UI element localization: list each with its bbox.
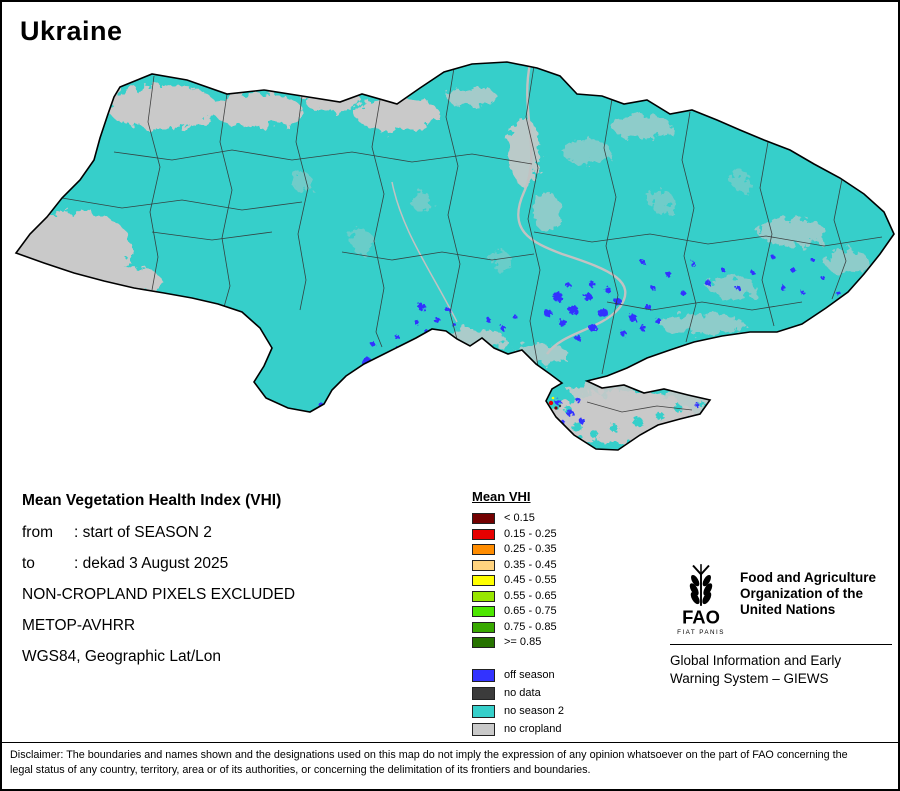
page-title: Ukraine <box>20 16 123 46</box>
legend-row: 0.75 - 0.85 <box>472 620 564 636</box>
disclaimer-strip: Disclaimer: The boundaries and names sho… <box>2 742 898 789</box>
legend-swatch <box>472 513 495 525</box>
legend-swatch <box>472 528 495 540</box>
legend-swatch <box>472 590 495 602</box>
legend-swatch <box>472 687 495 700</box>
legend-label: no cropland <box>504 723 562 735</box>
fao-logo-icon: FAO FIAT PANIS <box>677 564 725 636</box>
fao-acronym: FAO <box>682 606 720 627</box>
legend-label: 0.55 - 0.65 <box>504 589 557 602</box>
info-label: to <box>22 555 35 572</box>
fao-block: FAO FIAT PANIS Food and Agriculture Orga… <box>670 562 896 687</box>
legend-swatch <box>472 723 495 736</box>
legend-row: 0.55 - 0.65 <box>472 589 564 605</box>
legend-swatch <box>472 637 495 649</box>
legend-swatch <box>472 559 495 571</box>
legend-extras: off season no data no season 2 no cropland <box>472 667 564 739</box>
legend-row: 0.45 - 0.55 <box>472 573 564 589</box>
info-row: to : dekad 3 August 2025 <box>22 555 452 573</box>
legend-label: 0.45 - 0.55 <box>504 574 557 587</box>
legend-label: off season <box>504 669 555 681</box>
legend-row: no data <box>472 685 564 703</box>
fao-divider <box>670 644 892 645</box>
legend-label: 0.15 - 0.25 <box>504 527 557 540</box>
legend-label: 0.65 - 0.75 <box>504 605 557 618</box>
info-row: from : start of SEASON 2 <box>22 524 452 542</box>
legend-row: < 0.15 <box>472 511 564 527</box>
crimea-cyan-specks <box>564 401 705 448</box>
legend-title: Mean VHI <box>472 489 531 504</box>
no-season2-base-layer <box>16 62 894 450</box>
legend-row: 0.35 - 0.45 <box>472 558 564 574</box>
legend-row: no cropland <box>472 721 564 739</box>
legend-classes: < 0.15 0.15 - 0.25 0.25 - 0.35 0.35 - 0.45 0… <box>472 511 564 651</box>
country-outline <box>15 61 895 451</box>
info-line: WGS84, Geographic Lat/Lon <box>22 648 222 665</box>
fao-header: FAO FIAT PANIS Food and Agriculture Orga… <box>670 562 896 638</box>
legend-label: no season 2 <box>504 705 564 717</box>
legend-row: no season 2 <box>472 703 564 721</box>
legend-row: 0.15 - 0.25 <box>472 527 564 543</box>
info-line: NON-CROPLAND PIXELS EXCLUDED <box>22 586 296 603</box>
legend-swatch <box>472 544 495 556</box>
fao-motto: FIAT PANIS <box>677 629 725 636</box>
legend-label: no data <box>504 687 541 699</box>
legend-label: 0.35 - 0.45 <box>504 558 557 571</box>
info-label: from <box>22 524 53 541</box>
legend-swatch <box>472 575 495 587</box>
admin-boundaries <box>61 65 883 413</box>
info-heading: Mean Vegetation Health Index (VHI) <box>22 492 282 509</box>
legend: Mean VHI < 0.15 0.15 - 0.25 0.25 - 0.35 0.3… <box>472 489 564 739</box>
map-info-block: Mean Vegetation Health Index (VHI) from … <box>22 492 452 679</box>
legend-swatch <box>472 669 495 682</box>
legend-row: >= 0.85 <box>472 635 564 651</box>
legend-swatch <box>472 606 495 618</box>
rivers <box>391 63 627 355</box>
off-season-layer <box>318 255 840 426</box>
giews-label: Global Information and Early Warning Sys… <box>670 653 842 686</box>
legend-swatch <box>472 705 495 718</box>
no-cropland-layer <box>16 85 869 443</box>
legend-row: off season <box>472 667 564 685</box>
disclaimer-text: Disclaimer: The boundaries and names sho… <box>10 749 848 776</box>
info-line: METOP-AVHRR <box>22 617 136 634</box>
info-value: : dekad 3 August 2025 <box>74 555 229 572</box>
fao-org-name: Food and Agriculture Organization of the… <box>740 570 876 617</box>
info-value: : start of SEASON 2 <box>74 524 212 541</box>
low-vhi-specks <box>545 396 562 410</box>
legend-swatch <box>472 621 495 633</box>
legend-row: 0.65 - 0.75 <box>472 604 564 620</box>
legend-label: 0.75 - 0.85 <box>504 620 557 633</box>
legend-label: 0.25 - 0.35 <box>504 543 557 556</box>
legend-row: 0.25 - 0.35 <box>472 542 564 558</box>
legend-label: < 0.15 <box>504 512 535 525</box>
legend-label: >= 0.85 <box>504 636 542 649</box>
